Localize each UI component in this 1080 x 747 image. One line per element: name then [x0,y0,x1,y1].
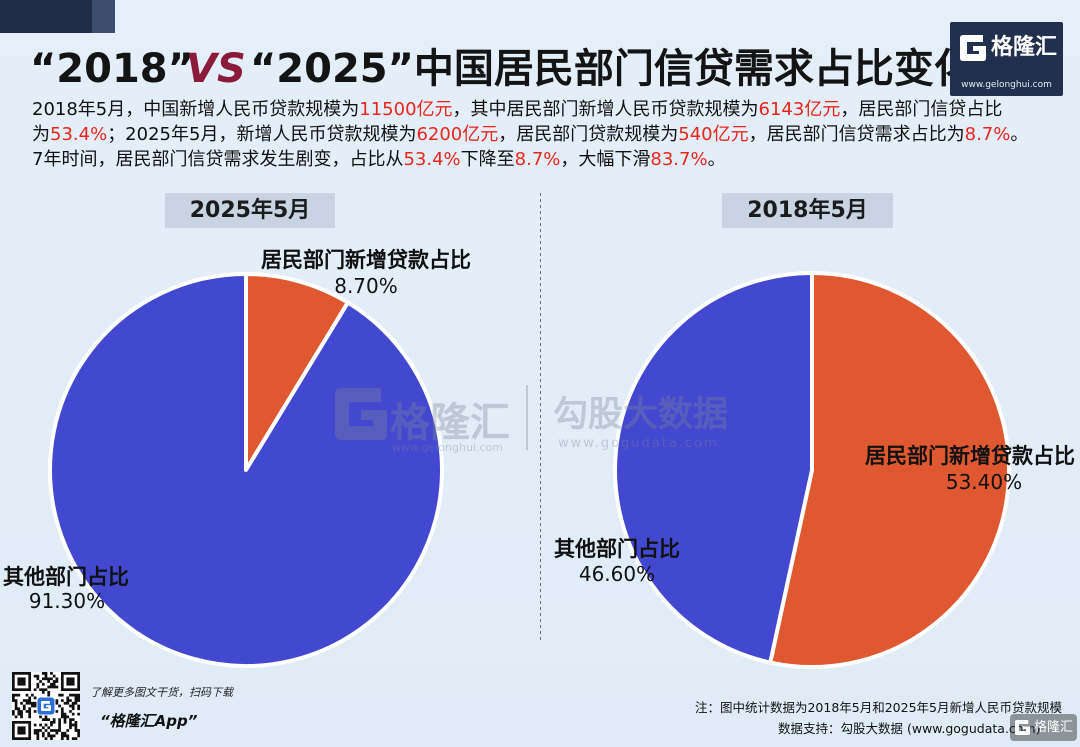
logo-name: 格隆汇 [991,35,1058,60]
corner-watermark-logo: 格隆汇 [1010,714,1077,741]
pie-2025-other-label: 其他部门占比 [3,565,129,589]
summary-text: 下降至 [460,149,515,170]
summary-text: 7年时间，居民部门信贷需求发生剧变，占比从 [32,149,404,170]
pie-chart-2018 [613,271,1011,669]
summary-highlight: 540亿元 [678,124,749,145]
logo-g-icon [960,35,986,61]
summary-highlight: 11500亿元 [359,99,453,120]
qr-code [12,672,80,740]
qr-finder-pattern [17,726,26,735]
watermark-brand: 格隆汇 [390,400,510,446]
summary-text: ；2025年5月，新增人民币贷款规模为 [107,124,417,145]
qr-finder-pattern [17,677,26,686]
watermark-partner: 勾股大数据 [553,395,728,435]
summary-highlight: 6200亿元 [416,124,499,145]
summary-text: ，居民部门信贷占比 [840,99,1003,120]
qr-finder-pattern [66,677,75,686]
watermark-brand-url: www.gelonghui.com [392,441,503,454]
summary-text: 2018年5月，中国新增人民币贷款规模为 [32,99,360,120]
summary-highlight: 53.4% [403,149,461,170]
summary-text: ，居民部门贷款规模为 [498,124,679,145]
summary-highlight: 8.7% [514,149,561,170]
footnote: 注：图中统计数据为2018年5月和2025年5月新增人民币贷款规模 [694,700,1062,715]
corner-logo-text: 格隆汇 [1034,720,1074,735]
summary-paragraph: 2018年5月，中国新增人民币贷款规模为11500亿元，其中居民部门新增人民币贷… [32,97,1028,172]
brand-logo: 格隆汇 www.gelonghui.com [950,22,1063,96]
pie-2025-household-label: 居民部门新增贷款占比 [261,248,471,272]
chart-title-2025: 2025年5月 [165,193,335,228]
pie-2025-household-value: 8.70% [334,274,398,298]
summary-text: ，居民部门信贷需求占比为 [748,124,965,145]
pie-chart-2025 [48,272,444,668]
summary-highlight: 8.7% [964,124,1011,145]
logo-url: www.gelonghui.com [961,80,1052,90]
corner-logo-g-icon [1015,720,1030,735]
summary-highlight: 6143亿元 [758,99,841,120]
summary-highlight: 53.4% [50,124,108,145]
summary-line: 7年时间，居民部门信贷需求发生剧变，占比从53.4%下降至8.7%，大幅下滑83… [32,147,1028,172]
pie-2018-other-label: 其他部门占比 [554,537,680,561]
qr-finder-patterns [12,672,80,740]
watermark-partner-url: www.gogudata.com [558,436,719,451]
summary-highlight: 83.7% [650,149,708,170]
pie-2025-other-slice [48,272,444,668]
summary-text: ，其中居民部门新增人民币贷款规模为 [452,99,759,120]
pie-2025-household-slice [244,272,350,472]
summary-text: 为 [32,124,50,145]
summary-text: 。 [1010,124,1029,145]
page-title: “2018” VS “2025”中国居民部门信贷需求占比变化 [30,44,974,94]
summary-text: ，大幅下滑 [560,149,651,170]
summary-line: 为53.4%；2025年5月，新增人民币贷款规模为6200亿元，居民部门贷款规模… [32,122,1028,147]
title-main: “2025”中国居民部门信贷需求占比变化 [250,46,974,92]
data-source: 数据支持：勾股大数据 (www.gogudata.com) [778,721,1041,736]
pie-2018-other-value: 46.60% [579,562,655,586]
pie-2018-household-slice [768,271,1011,669]
pie-2018-household-value: 53.40% [946,470,1022,494]
corner-tab-accent [92,0,115,33]
title-vs: VS [186,46,246,92]
pie-2018-household-label: 居民部门新增贷款占比 [865,444,1075,468]
chart-title-2018: 2018年5月 [722,193,893,228]
qr-center-logo [37,697,55,715]
pie-2018-other-slice [613,271,814,665]
pie-2025-other-value: 91.30% [29,589,105,613]
app-name: “格隆汇App” [100,712,198,730]
watermark-g-icon [335,388,387,440]
qr-caption: 了解更多图文干货，扫码下载 [90,686,233,699]
watermark: 格隆汇 www.gelonghui.com 勾股大数据 www.gogudata… [335,385,728,454]
summary-text: 。 [707,149,726,170]
summary-line: 2018年5月，中国新增人民币贷款规模为11500亿元，其中居民部门新增人民币贷… [32,97,1028,122]
corner-tab [0,0,92,33]
title-year-2018: “2018” [30,46,194,92]
